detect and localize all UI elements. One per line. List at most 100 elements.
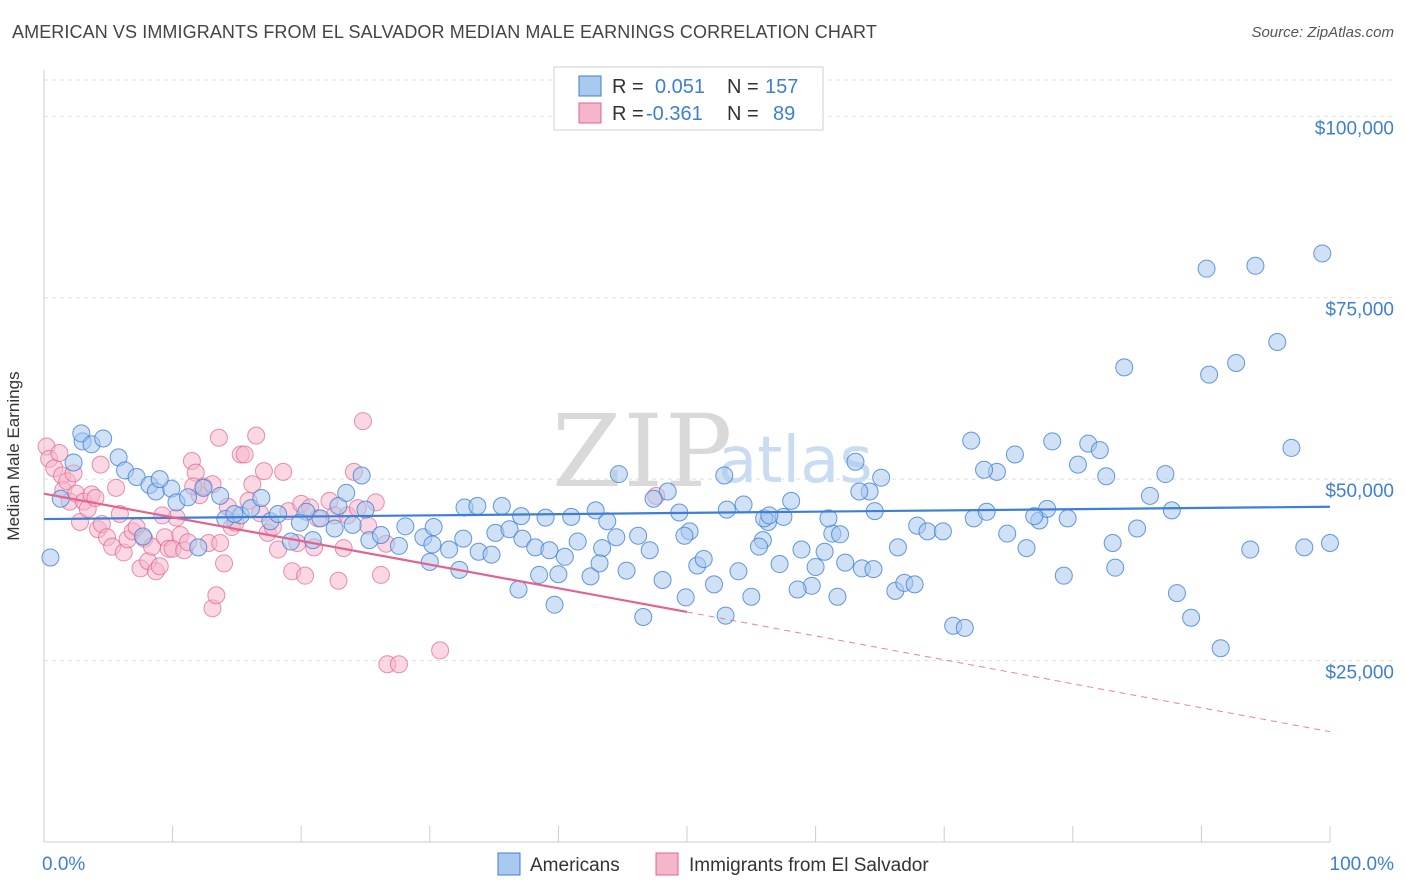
immigrants-point <box>207 586 226 605</box>
americans-point <box>134 527 153 546</box>
immigrants-point <box>91 455 110 474</box>
immigrants-point <box>247 426 266 445</box>
immigrants-point <box>371 565 390 584</box>
americans-point <box>454 529 473 548</box>
americans-point <box>1268 332 1287 351</box>
americans-point <box>1200 365 1219 384</box>
y-tick-label-0: $25,000 <box>1325 663 1394 684</box>
americans-point <box>562 507 581 526</box>
americans-point <box>734 495 753 514</box>
americans-point <box>396 517 415 536</box>
americans-point <box>1140 486 1159 505</box>
americans-point <box>694 549 713 568</box>
americans-point <box>975 460 994 479</box>
americans-point <box>1017 539 1036 558</box>
americans-point <box>1090 441 1109 460</box>
americans-point <box>617 561 636 580</box>
y-tick-label-2: $75,000 <box>1325 300 1394 321</box>
americans-point <box>644 489 663 508</box>
americans-point <box>1295 538 1314 557</box>
legend-n-value-2: 89 <box>773 103 795 125</box>
series-americans-points <box>41 244 1339 658</box>
americans-point <box>530 565 549 584</box>
immigrants-point <box>50 444 69 463</box>
americans-point <box>1211 639 1230 658</box>
y-tick-label-3: $100,000 <box>1315 118 1394 139</box>
bottom-legend-swatch-americans <box>497 852 521 876</box>
americans-point <box>64 453 83 472</box>
americans-point <box>1321 534 1339 553</box>
americans-point <box>634 608 653 627</box>
americans-point <box>1115 358 1134 377</box>
americans-point <box>536 508 555 527</box>
americans-point <box>828 587 847 606</box>
legend-n-label-1: N = <box>727 76 759 98</box>
immigrants-point <box>209 428 228 447</box>
americans-point <box>1246 256 1265 275</box>
americans-point <box>150 470 169 489</box>
americans-trend-line <box>43 505 1331 521</box>
americans-point <box>581 567 600 586</box>
americans-point <box>1058 509 1077 528</box>
legend-r-value-2: -0.361 <box>646 103 703 125</box>
americans-point <box>675 526 694 545</box>
americans-point <box>1025 507 1044 526</box>
americans-point <box>211 486 230 505</box>
americans-point <box>269 504 288 523</box>
legend-n-label-2: N = <box>727 103 759 125</box>
americans-point <box>468 496 487 515</box>
immigrants-point <box>274 462 293 481</box>
americans-point <box>850 482 869 501</box>
americans-point <box>998 524 1017 543</box>
americans-point <box>629 526 648 545</box>
americans-point <box>705 575 724 594</box>
americans-point <box>607 528 626 547</box>
americans-point <box>717 500 736 519</box>
americans-point <box>918 522 937 541</box>
immigrants-point <box>389 655 408 674</box>
bottom-legend-label-immigrants: Immigrants from El Salvador <box>689 855 929 876</box>
americans-point <box>423 535 442 554</box>
americans-point <box>545 595 564 614</box>
americans-point <box>352 466 371 485</box>
americans-point <box>41 548 60 567</box>
americans-point <box>1043 432 1062 451</box>
legend-swatch-immigrants <box>578 102 602 124</box>
americans-point <box>290 513 309 532</box>
americans-point <box>225 504 244 523</box>
americans-point <box>311 509 330 528</box>
legend-r-label-2: R = <box>612 103 644 125</box>
americans-point <box>94 429 113 448</box>
y-axis-label: Median Male Earnings <box>4 371 23 540</box>
americans-point <box>742 587 761 606</box>
immigrants-point <box>243 475 262 494</box>
x-tick-marks <box>43 826 1331 842</box>
chart-title: AMERICAN VS IMMIGRANTS FROM EL SALVADOR … <box>12 22 877 42</box>
americans-point <box>1156 465 1175 484</box>
americans-point <box>325 519 344 538</box>
y-tick-label-1: $50,000 <box>1325 481 1394 502</box>
americans-point <box>716 606 735 625</box>
americans-point <box>482 545 501 564</box>
americans-point <box>962 431 981 450</box>
americans-point <box>1005 445 1024 464</box>
americans-point <box>640 541 659 560</box>
watermark: ZIP atlas <box>552 393 873 510</box>
americans-point <box>593 539 612 558</box>
americans-point <box>281 532 300 551</box>
americans-point <box>389 536 408 555</box>
immigrants-point <box>150 557 169 576</box>
americans-point <box>512 507 531 526</box>
bottom-legend-swatch-immigrants <box>655 852 679 876</box>
americans-point <box>189 538 208 557</box>
americans-point <box>420 552 439 571</box>
immigrants-point <box>235 445 254 464</box>
immigrants-trend-line <box>43 492 688 614</box>
americans-point <box>586 501 605 520</box>
americans-point <box>658 482 677 501</box>
americans-point <box>1054 566 1073 585</box>
trend-lines <box>43 492 1331 733</box>
legend-r-value-1: 0.051 <box>655 76 705 98</box>
legend-r-label-1: R = <box>612 76 644 98</box>
